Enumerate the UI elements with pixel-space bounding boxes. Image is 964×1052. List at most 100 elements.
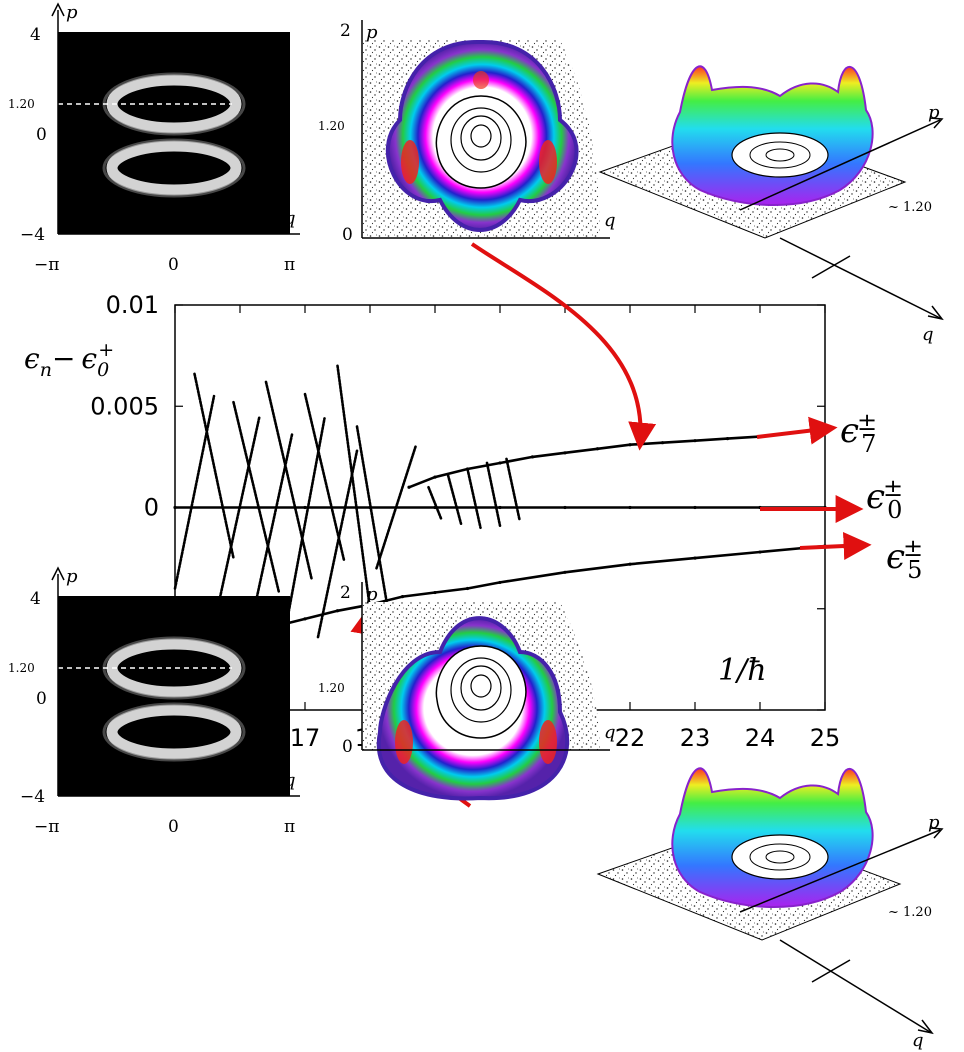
density-ytick-120: 1.20 — [8, 97, 35, 111]
density-ytick-neg4: −4 — [20, 787, 45, 807]
y-tick-label: 0.005 — [90, 392, 159, 420]
y-tick-label: 0.01 — [106, 291, 159, 319]
series-point — [693, 439, 697, 443]
series-point — [498, 461, 502, 465]
crossing-level — [466, 467, 482, 530]
crossing-level — [173, 394, 216, 590]
x-axis-label: 1/ħ — [718, 653, 767, 688]
density-q-axis-label: q — [284, 770, 296, 791]
arrow-eps7 — [756, 416, 838, 445]
x-tick-label: 22 — [615, 724, 646, 752]
series-labels: ϵ± 7 ϵ± 0 ϵ± 5 — [840, 408, 923, 584]
density-ytick-0: 0 — [36, 125, 47, 145]
avoided-crossing-levels — [173, 364, 521, 647]
series-curve-7 — [408, 435, 761, 489]
series-point — [498, 505, 502, 510]
husimi-ytick-120: 1.20 — [318, 681, 345, 695]
crossing-level — [485, 461, 502, 528]
crossing-level — [232, 400, 281, 594]
density-ytick-120: 1.20 — [8, 661, 35, 675]
series-point — [400, 595, 405, 599]
density-xtick-0: 0 — [168, 255, 179, 275]
top-surface-panel: p ~ 1.20 q — [598, 65, 944, 345]
density-xtick-negpi: −π — [34, 817, 59, 837]
series-point — [498, 580, 502, 585]
y-tick-label: 0 — [144, 494, 159, 522]
density-p-axis-label: p — [66, 2, 78, 23]
y-axis-label: ϵn− ϵ0+ — [24, 339, 114, 381]
series-point — [407, 485, 411, 489]
crossing-level — [212, 415, 261, 627]
crossing-level — [264, 380, 313, 580]
series-point — [758, 550, 762, 554]
ylabel-sup2: + — [98, 339, 114, 361]
ylabel-base2: ϵ — [81, 342, 97, 375]
bottom-insets: p 4 1.20 0 −4 q −π 0 π p 2 1.20 0 q — [8, 566, 944, 1051]
x-tick-label: 25 — [810, 724, 841, 752]
husimi-ytick-120: 1.20 — [318, 119, 345, 133]
series-label-eps5: ϵ± 5 — [886, 534, 923, 584]
series-label-eps7: ϵ± 7 — [840, 408, 877, 458]
ylabel-sub: n — [40, 359, 52, 381]
ylabel-sub2: 0 — [97, 359, 109, 381]
top-density-panel: p 4 1.20 0 −4 q −π 0 π — [8, 2, 300, 275]
bottom-husimi-panel: p 2 1.20 0 q — [318, 582, 616, 801]
density-ring-lower — [106, 140, 242, 196]
series-point — [433, 590, 437, 595]
crossing-level — [505, 457, 521, 521]
density-ytick-neg4: −4 — [20, 225, 45, 245]
density-xtick-negpi: −π — [34, 255, 59, 275]
crossing-level — [316, 449, 359, 639]
surface-q-axis-label: q — [912, 1030, 924, 1051]
density-ytick-4: 4 — [30, 25, 41, 45]
husimi-ytick-2: 2 — [340, 21, 351, 41]
arrow-eps5 — [799, 532, 872, 561]
x-tick-label: 24 — [745, 724, 776, 752]
series-point — [563, 570, 567, 574]
density-ytick-4: 4 — [30, 589, 41, 609]
series-point — [595, 447, 600, 451]
ylabel-base: ϵ — [24, 342, 40, 375]
bottom-surface-panel: p ~ 1.20 q — [596, 767, 944, 1051]
series-point — [725, 437, 730, 441]
bottom-density-panel: p 4 1.20 0 −4 q −π 0 π — [8, 566, 300, 837]
crossing-level — [336, 364, 372, 611]
crossing-level — [427, 485, 443, 521]
surface-p-axis-label: p — [928, 102, 940, 123]
husimi-q-axis-label: q — [604, 210, 616, 231]
husimi-p-axis-label: p — [366, 22, 378, 43]
density-xtick-0: 0 — [168, 817, 179, 837]
series-point — [628, 505, 632, 510]
series-point — [465, 586, 470, 591]
series-point — [238, 505, 242, 510]
series-point — [465, 467, 470, 471]
density-ytick-0: 0 — [36, 689, 47, 709]
regular-island — [435, 95, 527, 189]
series-point — [303, 505, 307, 510]
series-point — [693, 505, 697, 510]
series-point — [628, 562, 632, 566]
svg-text:ϵn−ϵ0+: ϵn− ϵ0+ — [24, 339, 114, 381]
top-husimi-panel: p 2 1.20 0 q — [318, 20, 616, 245]
crossing-level — [355, 425, 391, 621]
series-label-eps0: ϵ± 0 — [866, 474, 903, 524]
x-tick-label: 17 — [290, 724, 321, 752]
husimi-q-axis-label: q — [604, 722, 616, 743]
husimi-ytick-0: 0 — [342, 225, 353, 245]
crossing-level — [193, 372, 235, 560]
series-point — [335, 609, 340, 613]
surface-axis-value: ~ 1.20 — [888, 905, 932, 920]
husimi-p-axis-label: p — [366, 584, 378, 605]
surface-q-axis-label: q — [922, 324, 934, 345]
crossing-level — [446, 473, 463, 526]
surface-axis-value: ~ 1.20 — [888, 200, 932, 215]
series-point — [173, 505, 177, 510]
series-point — [693, 556, 697, 560]
arrow-top-to-eps7 — [470, 242, 657, 451]
regular-island — [435, 645, 527, 739]
ylabel-minus: − — [52, 342, 75, 375]
density-q-axis-label: q — [284, 208, 296, 229]
top-insets: p 4 1.20 0 −4 q −π 0 π p 2 1.20 0 — [8, 2, 944, 345]
series-point — [563, 451, 567, 455]
